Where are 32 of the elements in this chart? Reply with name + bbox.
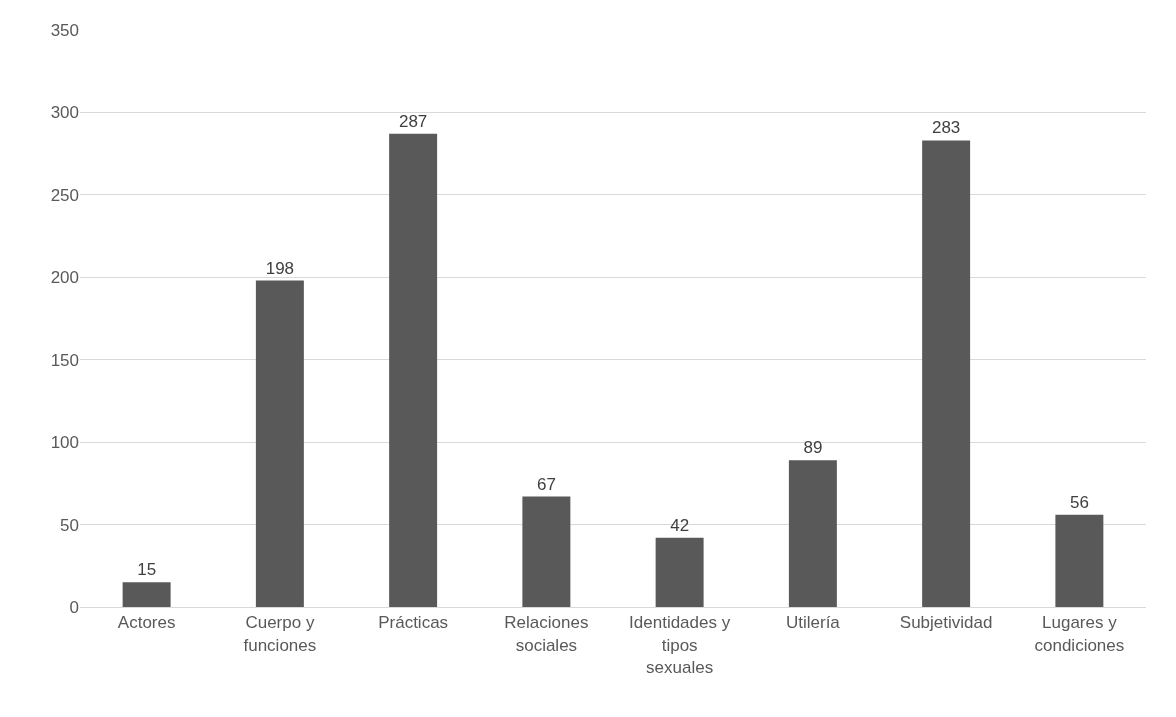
x-tick-label: Lugares y condiciones <box>1034 613 1125 655</box>
x-tick-label: Identidades y tipos sexuales <box>629 613 731 677</box>
x-tick-label: Prácticas <box>378 613 449 633</box>
y-tick-label: 200 <box>50 268 79 288</box>
bar <box>1055 514 1104 607</box>
x-tick-label: Utilería <box>785 613 841 633</box>
bar <box>255 280 304 607</box>
y-tick-label: 150 <box>50 350 79 370</box>
data-label: 283 <box>931 118 961 138</box>
x-tick-label: Relaciones sociales <box>504 613 589 655</box>
data-label: 42 <box>670 515 690 535</box>
data-label: 67 <box>536 474 556 494</box>
bar <box>788 460 837 607</box>
y-tick-label: 350 <box>50 20 79 40</box>
data-label: 15 <box>137 560 157 580</box>
bar <box>922 140 971 607</box>
x-tick-label: Subjetividad <box>899 613 993 633</box>
bar <box>522 496 571 607</box>
y-tick-label: 300 <box>50 103 79 123</box>
data-label: 56 <box>1069 492 1089 512</box>
data-label: 287 <box>398 111 428 131</box>
data-label: 198 <box>265 258 295 278</box>
bar <box>122 582 171 607</box>
bar <box>389 133 438 607</box>
y-tick-label: 50 <box>60 515 79 535</box>
x-tick-label: Cuerpo y funciones <box>243 613 317 655</box>
data-label: 89 <box>803 438 823 458</box>
y-tick-label: 250 <box>50 185 79 205</box>
bar <box>655 537 704 607</box>
y-tick-label: 100 <box>50 433 79 453</box>
x-tick-label: Actores <box>117 613 176 633</box>
y-tick-label: 0 <box>69 597 79 617</box>
